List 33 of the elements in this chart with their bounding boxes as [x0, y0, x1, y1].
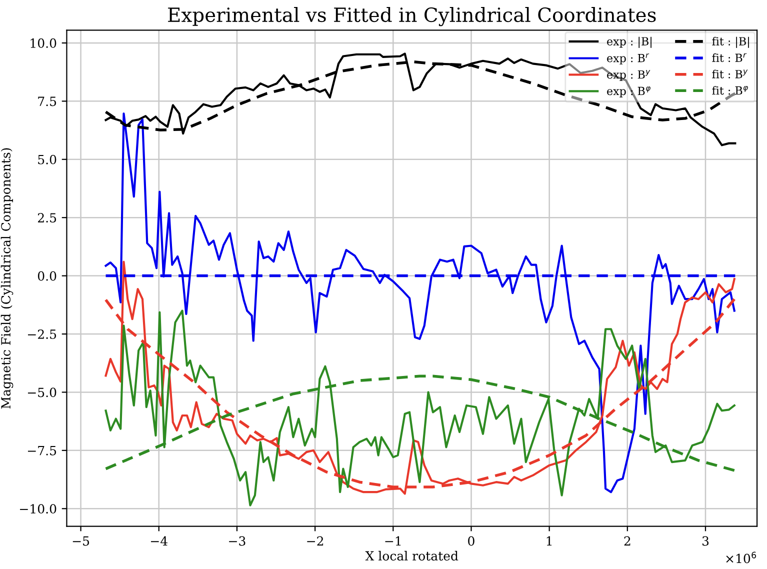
legend-label: fit : B$^{r}$ — [712, 53, 747, 62]
x-tick-label: 2 — [624, 536, 630, 546]
y-tick-label: 10.0 — [30, 38, 56, 48]
y-tick-label: 7.5 — [38, 96, 56, 106]
legend-label: fit : B$^{y}$ — [712, 70, 748, 78]
y-axis-title: Magnetic Field (Cylindrical Components) — [0, 148, 14, 409]
x-tick-label: 1 — [546, 536, 552, 546]
x-tick-label: −2 — [307, 536, 324, 546]
x-axis-title: X local rotated — [365, 550, 458, 561]
legend-label: exp : B$^{y}$ — [607, 70, 650, 81]
text: ×10$^{6}$ — [726, 552, 756, 564]
legend-label: exp : |B| — [607, 36, 652, 48]
chart-title: Experimental vs Fitted in Cylindrical Coordinates — [168, 7, 656, 26]
line-series — [104, 260, 736, 495]
legend-label: exp : B$^{r}$ — [607, 53, 650, 64]
x-tick-label: 0 — [468, 536, 474, 546]
line-series — [104, 52, 736, 146]
y-tick-label: −5.0 — [28, 388, 56, 398]
x-tick-label: −1 — [385, 536, 401, 546]
line-series — [104, 112, 736, 494]
y-tick-label: 5.0 — [38, 154, 56, 164]
y-tick-label: −2.5 — [28, 329, 56, 339]
legend-label: fit : B$^{φ}$ — [712, 86, 748, 95]
x-tick-label: −5 — [72, 536, 90, 546]
y-tick-label: 0.0 — [38, 271, 56, 281]
x-tick-label: −3 — [229, 536, 246, 546]
x-tick-label: 3 — [702, 536, 709, 546]
y-tick-label: −7.5 — [28, 446, 56, 456]
legend-label: fit : |B| — [712, 36, 749, 48]
y-tick-label: 2.5 — [38, 213, 56, 223]
y-tick-label: −10.0 — [20, 504, 56, 514]
x-tick-label: −4 — [150, 536, 168, 546]
legend-label: exp : B$^{φ}$ — [607, 86, 650, 98]
